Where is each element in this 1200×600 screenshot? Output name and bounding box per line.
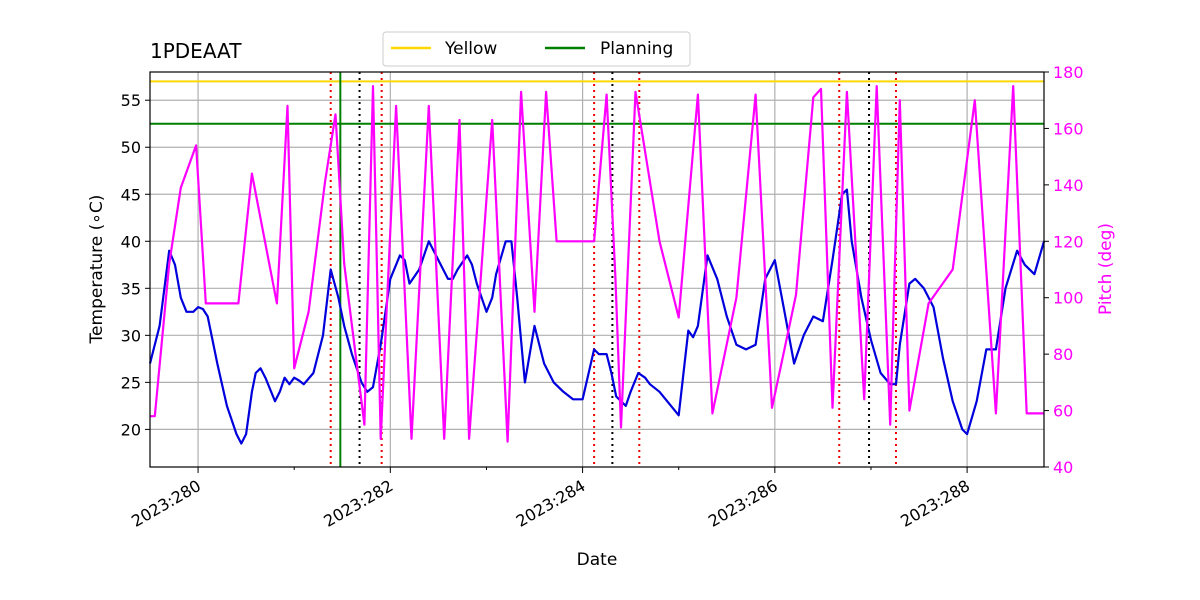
y2-tick-label: 120 xyxy=(1053,232,1084,251)
legend-box xyxy=(382,31,691,67)
y-tick-label: 30 xyxy=(121,326,141,345)
y-tick-label: 55 xyxy=(121,91,141,110)
y2-tick-label: 60 xyxy=(1053,402,1073,421)
series-group xyxy=(148,84,1046,445)
limit-lines xyxy=(150,80,1044,125)
x-axis-label: Date xyxy=(577,550,618,570)
y2-ticks: 40 60 80 100 120 140 160 180 xyxy=(1044,63,1084,477)
y2-tick-label: 140 xyxy=(1053,176,1084,195)
chart-title: 1PDEAAT xyxy=(150,39,242,63)
y-tick-label: 35 xyxy=(121,279,141,298)
y2-tick-label: 40 xyxy=(1053,458,1073,477)
y-tick-label: 25 xyxy=(121,373,141,392)
y-axis-label: Temperature (∘C) xyxy=(87,195,107,345)
legend-label-yellow: Yellow xyxy=(444,39,497,59)
legend-label-planning: Planning xyxy=(600,39,673,59)
y-tick-label: 50 xyxy=(121,138,141,157)
grid xyxy=(150,72,1044,467)
y2-tick-label: 100 xyxy=(1053,289,1084,308)
legend: Yellow Planning xyxy=(382,31,691,67)
y-tick-label: 40 xyxy=(121,232,141,251)
y2-tick-label: 180 xyxy=(1053,63,1084,82)
pitch-series-line xyxy=(150,84,1044,443)
y-tick-label: 20 xyxy=(121,420,141,439)
y-ticks: 20 25 30 35 40 45 50 55 xyxy=(121,91,150,439)
y2-axis-label: Pitch (deg) xyxy=(1096,223,1116,315)
y2-tick-label: 80 xyxy=(1053,345,1073,364)
y-tick-label: 45 xyxy=(121,185,141,204)
event-vlines xyxy=(329,72,897,467)
plot-frame xyxy=(149,71,1045,468)
temperature-series-line xyxy=(148,188,1046,445)
y2-tick-label: 160 xyxy=(1053,119,1084,138)
